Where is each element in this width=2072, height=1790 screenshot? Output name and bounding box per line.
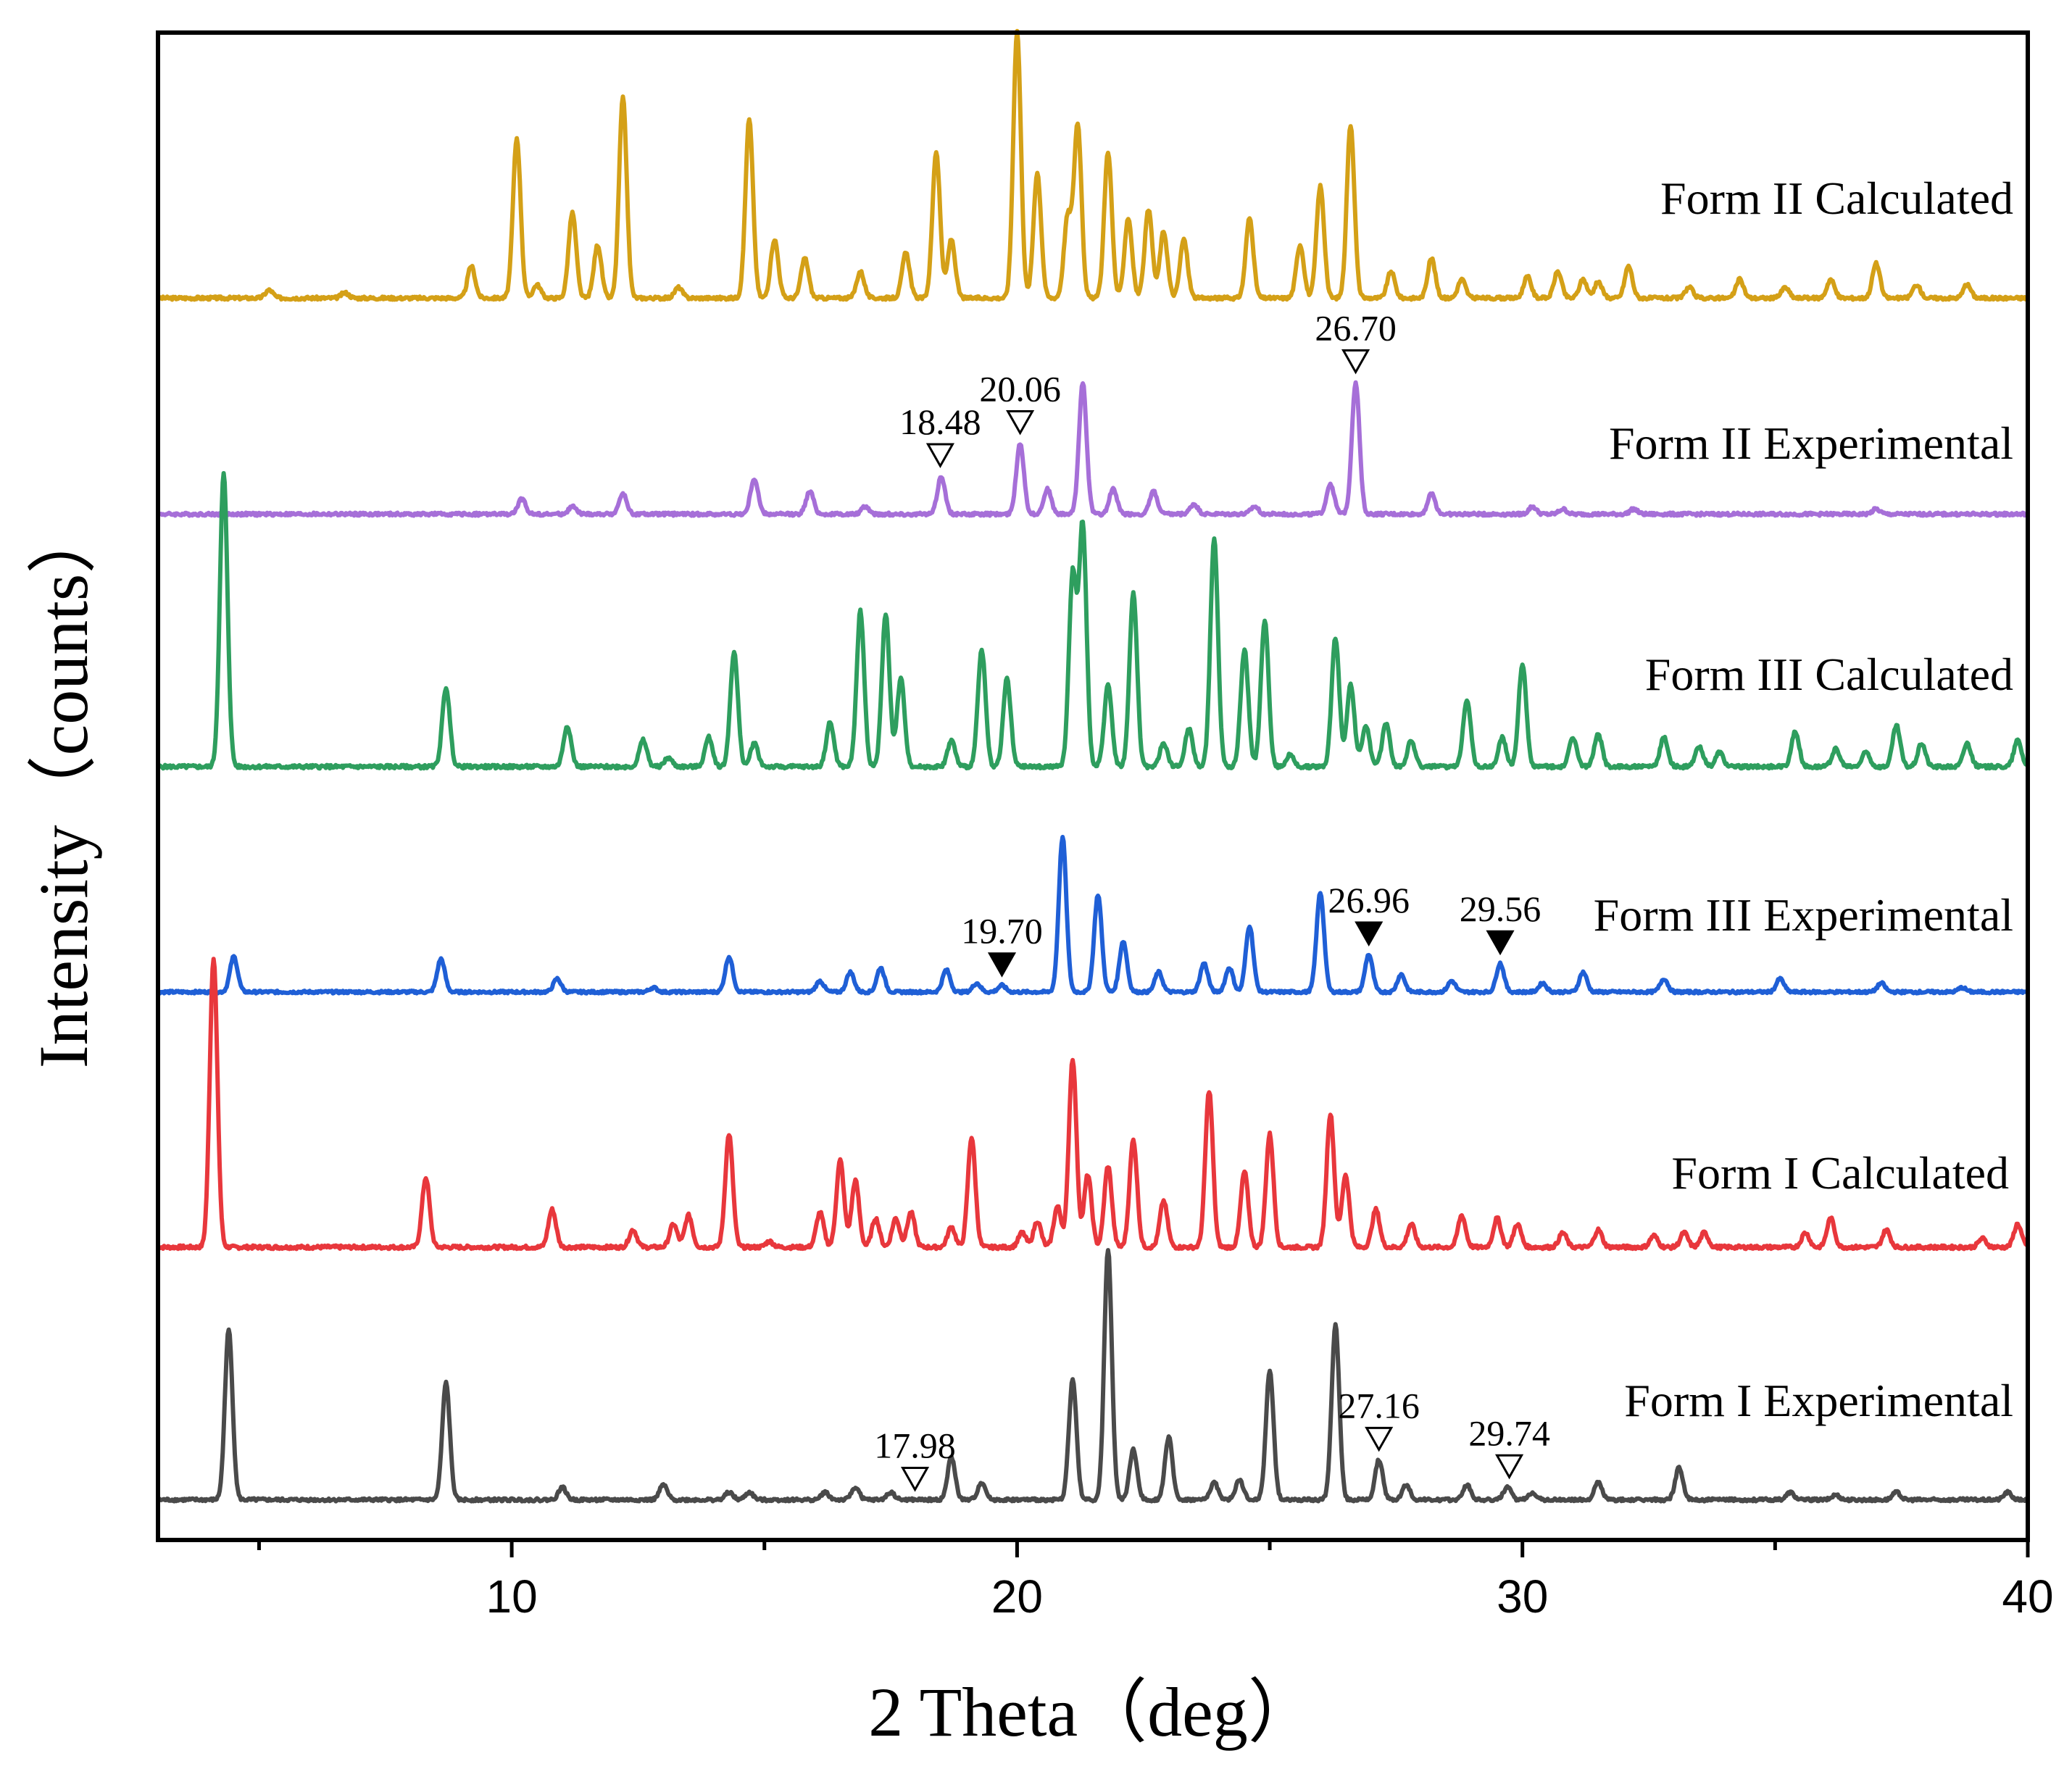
peak-label-29-56: 29.56	[1460, 888, 1541, 929]
series-label-form-ii-calculated: Form II Calculated	[1660, 172, 2013, 224]
peak-label-27-16: 27.16	[1338, 1385, 1420, 1425]
series-line-form-i-calculated	[156, 957, 2030, 1252]
peak-label-26-96: 26.96	[1328, 880, 1410, 920]
series-label-layer: Form II Calculated Form II Experimental Fo…	[1594, 172, 2013, 1426]
peak-label-26-70: 26.70	[1315, 308, 1397, 349]
peak-marker-27-16	[1365, 1426, 1394, 1452]
series-label-form-i-calculated: Form I Calculated	[1671, 1147, 2009, 1199]
x-axis-title: 2 Theta（deg）	[868, 1673, 1317, 1751]
peak-marker-29-56	[1486, 930, 1515, 956]
peak-label-18-48: 18.48	[899, 401, 981, 442]
x-tick-label-30: 30	[1497, 1570, 1548, 1623]
series-layer	[156, 28, 2030, 1504]
peak-marker-26-70	[1341, 349, 1370, 375]
series-line-form-ii-calculated	[156, 28, 2029, 302]
x-axis: 10 20 30 40	[257, 1540, 2054, 1623]
series-label-form-i-experimental: Form I Experimental	[1624, 1375, 2013, 1426]
peak-marker-29-74	[1494, 1454, 1524, 1480]
series-line-form-i-experimental	[156, 1248, 2029, 1504]
peak-label-20-06: 20.06	[979, 369, 1061, 409]
plot-frame	[156, 30, 2030, 1542]
y-axis-title: Intensity（counts）	[25, 504, 102, 1069]
x-tick-label-40: 40	[2002, 1570, 2053, 1623]
series-label-form-ii-experimental: Form II Experimental	[1609, 417, 2013, 469]
series-line-form-iii-experimental	[156, 835, 2029, 996]
peak-marker-20-06	[1006, 410, 1035, 436]
series-label-form-iii-calculated: Form III Calculated	[1645, 649, 2013, 700]
x-tick-label-20: 20	[991, 1570, 1043, 1623]
series-line-form-iii-calculated	[156, 471, 2030, 771]
peak-label-17-98: 17.98	[874, 1425, 956, 1466]
x-tick-label-10: 10	[486, 1570, 538, 1623]
peak-marker-26-96	[1355, 921, 1384, 947]
peak-marker-19-70	[987, 952, 1017, 978]
peak-marker-18-48	[925, 443, 954, 469]
series-label-form-iii-experimental: Form III Experimental	[1594, 889, 2013, 941]
peak-label-29-74: 29.74	[1468, 1412, 1550, 1453]
peak-label-19-70: 19.70	[961, 911, 1043, 952]
peak-marker-17-98	[900, 1467, 930, 1492]
series-line-form-ii-experimental	[156, 380, 2029, 518]
